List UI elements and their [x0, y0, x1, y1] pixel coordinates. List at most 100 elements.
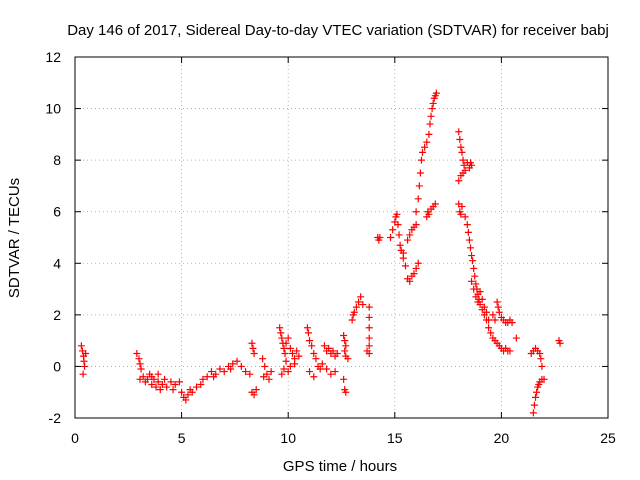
- data-point: [220, 368, 228, 376]
- x-tick-label: 10: [280, 430, 296, 446]
- data-point: [417, 156, 425, 164]
- y-tick-label: -2: [49, 410, 62, 426]
- data-point: [197, 380, 205, 388]
- data-point: [178, 388, 186, 396]
- data-point: [242, 368, 250, 376]
- data-point: [148, 373, 156, 381]
- data-point: [276, 324, 284, 332]
- data-point: [463, 221, 471, 229]
- data-point: [136, 375, 144, 383]
- data-point: [227, 365, 235, 373]
- data-point: [393, 210, 401, 218]
- data-point: [412, 264, 420, 272]
- data-point: [365, 342, 373, 350]
- data-point: [472, 293, 480, 301]
- data-point: [363, 347, 371, 355]
- data-point: [537, 355, 545, 363]
- chart-title: Day 146 of 2017, Sidereal Day-to-day VTE…: [67, 22, 609, 39]
- data-point: [312, 355, 320, 363]
- data-point: [327, 370, 335, 378]
- data-point: [469, 257, 477, 265]
- data-point: [468, 252, 476, 260]
- data-point: [148, 380, 156, 388]
- data-point: [482, 308, 490, 316]
- data-point: [216, 365, 224, 373]
- data-point: [323, 365, 331, 373]
- data-point: [421, 143, 429, 151]
- data-point: [278, 334, 286, 342]
- data-point: [540, 375, 548, 383]
- data-point: [81, 362, 89, 370]
- data-point: [344, 355, 352, 363]
- data-point: [163, 383, 171, 391]
- data-point: [284, 368, 292, 376]
- data-point: [280, 344, 288, 352]
- data-point: [489, 311, 497, 319]
- y-tick-label: 8: [53, 152, 61, 168]
- data-point: [342, 342, 350, 350]
- data-point: [246, 370, 254, 378]
- data-point: [171, 380, 179, 388]
- data-point: [186, 386, 194, 394]
- data-point: [404, 236, 412, 244]
- data-point: [341, 347, 349, 355]
- data-point: [291, 360, 299, 368]
- data-point: [401, 262, 409, 270]
- data-point: [167, 378, 175, 386]
- data-point: [233, 357, 241, 365]
- data-point: [459, 169, 467, 177]
- data-point: [210, 373, 218, 381]
- data-point: [341, 337, 349, 345]
- data-point: [152, 383, 160, 391]
- data-point: [478, 295, 486, 303]
- data-point: [286, 362, 294, 370]
- data-point: [237, 362, 245, 370]
- data-point: [293, 347, 301, 355]
- data-point: [429, 99, 437, 107]
- data-point: [349, 311, 357, 319]
- data-point: [286, 344, 294, 352]
- data-point: [248, 339, 256, 347]
- data-point: [556, 339, 564, 347]
- data-point: [416, 169, 424, 177]
- data-point: [412, 221, 420, 229]
- data-point: [512, 334, 520, 342]
- x-tick-label: 20: [494, 430, 510, 446]
- data-point: [432, 89, 440, 97]
- data-point: [340, 375, 348, 383]
- data-point: [495, 308, 503, 316]
- x-tick-label: 15: [387, 430, 403, 446]
- plot-frame: [74, 56, 609, 419]
- data-point: [135, 355, 143, 363]
- data-point: [365, 324, 373, 332]
- data-point: [428, 105, 436, 113]
- data-point: [278, 370, 286, 378]
- data-point: [459, 156, 467, 164]
- data-point: [394, 221, 402, 229]
- data-point: [530, 401, 538, 409]
- data-point: [169, 386, 177, 394]
- data-point: [154, 378, 162, 386]
- data-point: [419, 148, 427, 156]
- data-point: [249, 344, 257, 352]
- data-point: [260, 373, 268, 381]
- data-point: [267, 368, 275, 376]
- data-point: [458, 203, 466, 211]
- data-point: [431, 200, 439, 208]
- data-point: [252, 386, 260, 394]
- data-point: [472, 280, 480, 288]
- data-point: [80, 357, 88, 365]
- data-point: [280, 365, 288, 373]
- data-point: [464, 228, 472, 236]
- data-point: [79, 370, 87, 378]
- x-axis-label: GPS time / hours: [283, 458, 397, 475]
- data-point: [456, 136, 464, 144]
- data-point: [485, 324, 493, 332]
- data-point: [281, 350, 289, 358]
- y-axis-label: SDTVAR / TECUs: [6, 178, 23, 298]
- data-point: [182, 396, 190, 404]
- data-point: [536, 350, 544, 358]
- data-point: [284, 334, 292, 342]
- data-point: [470, 264, 478, 272]
